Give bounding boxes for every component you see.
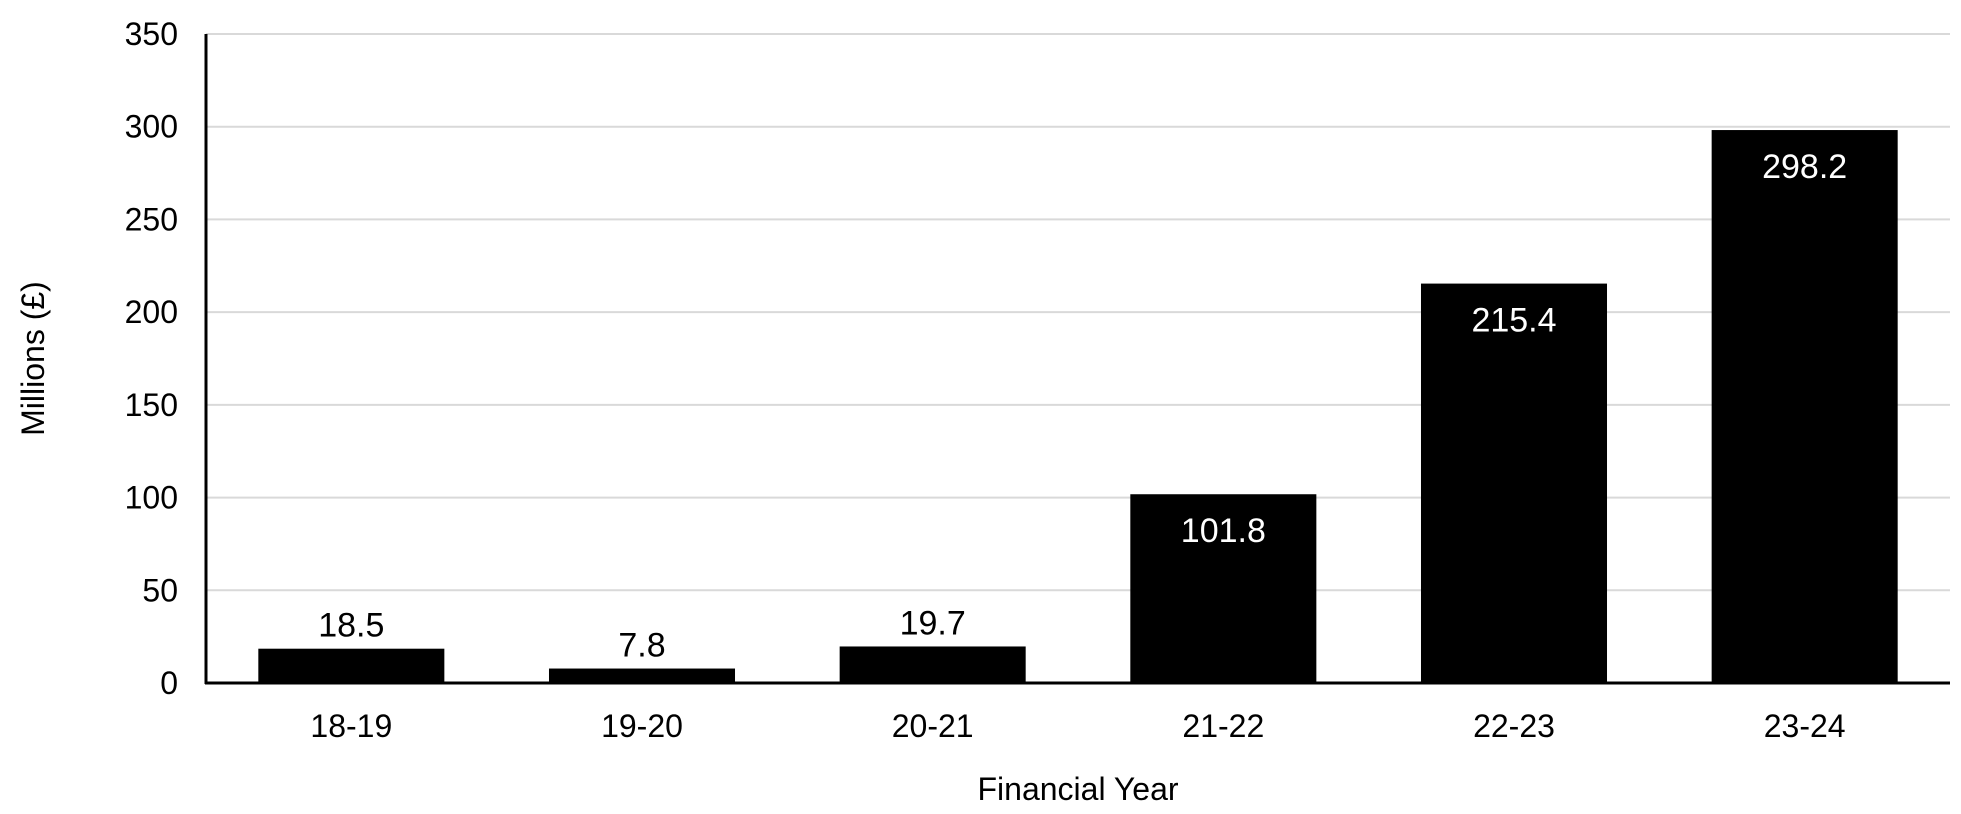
y-tick-label: 100 <box>125 480 178 516</box>
x-tick-label: 19-20 <box>601 708 683 744</box>
gridlines <box>206 33 1950 592</box>
bar-18-19 <box>258 648 445 683</box>
y-tick-label: 200 <box>125 294 178 330</box>
y-tick-label: 300 <box>125 109 178 145</box>
bar-19-20 <box>548 668 736 683</box>
x-tick-labels: 18-19 19-20 20-21 21-22 22-23 23-24 <box>310 708 1845 744</box>
y-tick-label: 0 <box>160 665 178 701</box>
x-tick-label: 20-21 <box>892 708 974 744</box>
x-tick-label: 22-23 <box>1473 708 1555 744</box>
data-label: 298.2 <box>1762 148 1847 186</box>
y-tick-label: 250 <box>125 201 178 237</box>
bar-22-23 <box>1420 283 1608 683</box>
x-axis-title: Financial Year <box>977 771 1178 807</box>
x-tick-label: 23-24 <box>1764 708 1846 744</box>
y-tick-labels: 0 50 100 150 200 250 300 350 <box>125 16 178 701</box>
y-tick-label: 350 <box>125 16 178 52</box>
data-label: 19.7 <box>900 604 966 642</box>
bar-21-22 <box>1130 494 1317 683</box>
bars <box>258 130 1898 683</box>
axes <box>204 34 1950 685</box>
data-label: 215.4 <box>1471 302 1556 340</box>
y-tick-label: 150 <box>125 387 178 423</box>
y-tick-label: 50 <box>142 572 178 608</box>
y-axis-title: Millions (£) <box>15 281 51 436</box>
data-labels: 18.5 7.8 19.7 101.8 215.4 298.2 <box>318 148 1847 664</box>
bar-23-24 <box>1711 130 1898 683</box>
bar-20-21 <box>839 646 1026 683</box>
x-tick-label: 18-19 <box>310 708 392 744</box>
x-tick-label: 21-22 <box>1182 708 1264 744</box>
data-label: 101.8 <box>1181 512 1266 550</box>
data-label: 18.5 <box>318 607 384 645</box>
data-label: 7.8 <box>618 627 665 665</box>
